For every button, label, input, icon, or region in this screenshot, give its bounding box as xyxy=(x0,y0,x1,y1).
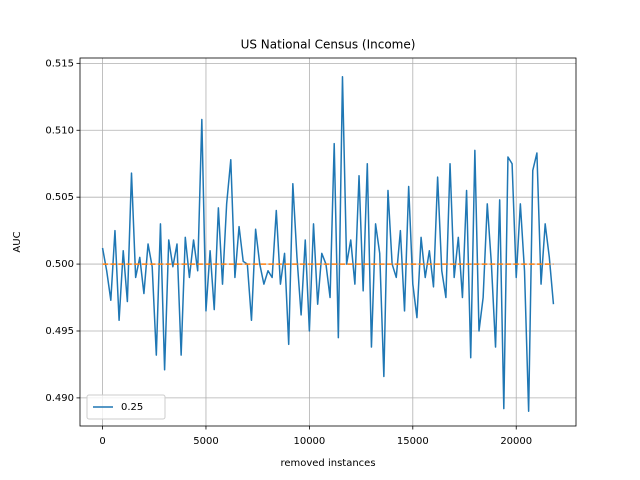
y-tick-label: 0.500 xyxy=(45,259,74,270)
y-tick-label: 0.510 xyxy=(45,125,74,136)
y-tick-label: 0.490 xyxy=(45,393,74,404)
x-tick-label: 5000 xyxy=(193,436,218,447)
x-axis-label: removed instances xyxy=(280,458,375,469)
plot-frame xyxy=(79,57,577,427)
legend: 0.25 xyxy=(86,394,166,420)
x-tick-label: 15000 xyxy=(397,436,429,447)
x-tick-label: 10000 xyxy=(293,436,325,447)
y-tick-label: 0.515 xyxy=(45,58,74,69)
data-line xyxy=(101,75,555,413)
legend-label: 0.25 xyxy=(121,402,143,413)
y-tick-label: 0.505 xyxy=(45,192,74,203)
chart-title: US National Census (Income) xyxy=(241,38,416,52)
y-tick-label: 0.495 xyxy=(45,326,74,337)
x-tick-label: 0 xyxy=(99,436,105,447)
x-tick-label: 20000 xyxy=(500,436,532,447)
legend-box xyxy=(86,394,166,420)
y-axis-label: AUC xyxy=(12,231,23,252)
